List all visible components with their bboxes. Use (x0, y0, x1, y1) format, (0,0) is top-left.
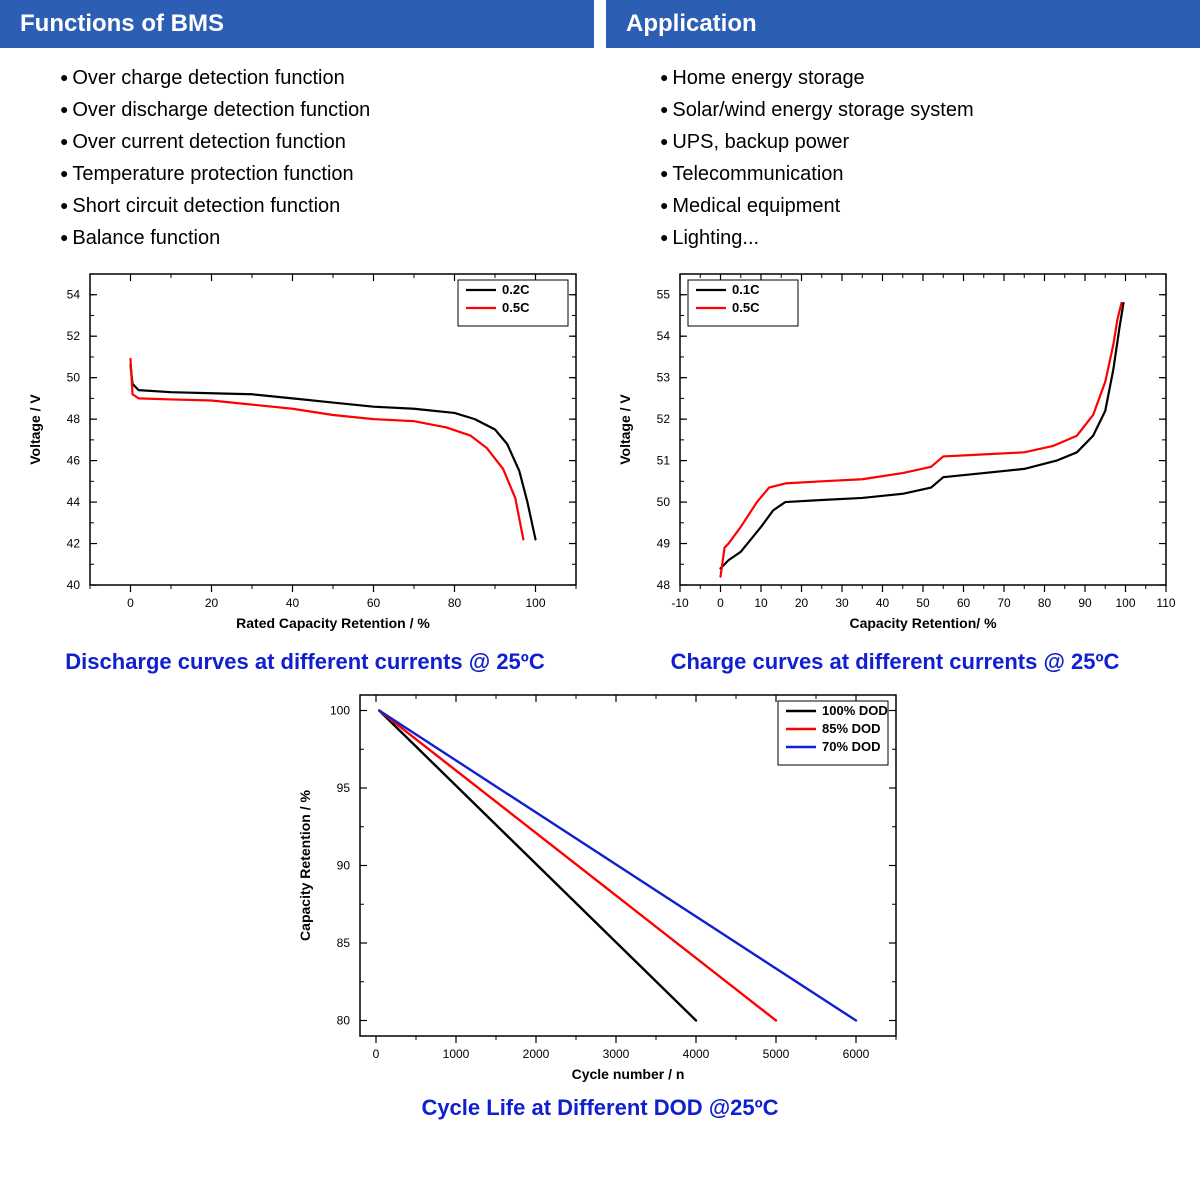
svg-text:100% DOD: 100% DOD (822, 703, 888, 718)
list-item: Temperature protection function (60, 158, 560, 190)
svg-text:54: 54 (67, 288, 81, 302)
svg-text:95: 95 (337, 781, 351, 795)
header-application: Application (606, 0, 1200, 48)
functions-list: Over charge detection function Over disc… (0, 48, 600, 260)
svg-text:2000: 2000 (523, 1047, 550, 1061)
cycle-caption: Cycle Life at Different DOD @25ºC (421, 1095, 778, 1121)
svg-text:Capacity Retention/ %: Capacity Retention/ % (849, 615, 997, 631)
svg-text:Capacity Retention / %: Capacity Retention / % (297, 789, 313, 940)
list-item: Medical equipment (660, 190, 1160, 222)
list-item: Over discharge detection function (60, 94, 560, 126)
svg-text:50: 50 (657, 495, 671, 509)
svg-text:0.5C: 0.5C (502, 300, 530, 315)
svg-text:40: 40 (876, 596, 890, 610)
svg-text:90: 90 (337, 859, 351, 873)
svg-text:80: 80 (337, 1014, 351, 1028)
svg-text:40: 40 (67, 578, 81, 592)
list-item: Short circuit detection function (60, 190, 560, 222)
discharge-chart: 0 20 40 60 80 100 40 42 44 46 48 50 52 54 Rated Capaci… (20, 260, 590, 675)
svg-text:50: 50 (67, 371, 81, 385)
svg-text:44: 44 (67, 495, 81, 509)
svg-text:3000: 3000 (603, 1047, 630, 1061)
svg-text:0: 0 (373, 1047, 380, 1061)
svg-text:Rated Capacity Retention / %: Rated Capacity Retention / % (236, 615, 430, 631)
svg-text:30: 30 (835, 596, 849, 610)
svg-text:Cycle number / n: Cycle number / n (572, 1066, 685, 1082)
svg-text:0.5C: 0.5C (732, 300, 760, 315)
charge-chart: -10 0 10 20 30 40 50 60 70 80 90 100 110 48 49 50 51 52 53… (610, 260, 1180, 675)
svg-text:51: 51 (657, 454, 671, 468)
svg-text:0: 0 (127, 596, 134, 610)
svg-text:Voltage / V: Voltage / V (27, 394, 43, 465)
svg-text:60: 60 (957, 596, 971, 610)
list-item: Over current detection function (60, 126, 560, 158)
list-item: Home energy storage (660, 62, 1160, 94)
svg-text:80: 80 (448, 596, 462, 610)
svg-text:110: 110 (1156, 596, 1175, 610)
svg-text:100: 100 (525, 596, 545, 610)
svg-text:85% DOD: 85% DOD (822, 721, 881, 736)
svg-text:40: 40 (286, 596, 300, 610)
list-item: UPS, backup power (660, 126, 1160, 158)
list-item: Lighting... (660, 222, 1160, 254)
svg-text:0.1C: 0.1C (732, 282, 760, 297)
svg-text:20: 20 (795, 596, 809, 610)
list-item: Balance function (60, 222, 560, 254)
svg-text:52: 52 (67, 329, 81, 343)
svg-text:55: 55 (657, 288, 671, 302)
svg-text:52: 52 (657, 412, 671, 426)
discharge-caption: Discharge curves at different currents @… (20, 649, 590, 675)
header-functions: Functions of BMS (0, 0, 594, 48)
application-list: Home energy storage Solar/wind energy st… (600, 48, 1200, 260)
svg-text:100: 100 (330, 704, 350, 718)
svg-text:46: 46 (67, 454, 81, 468)
svg-text:0: 0 (717, 596, 724, 610)
cycle-chart: 0 1000 2000 3000 4000 5000 6000 80 85 90 95 100 Cycl… (0, 681, 1200, 1121)
svg-text:54: 54 (657, 329, 671, 343)
svg-text:4000: 4000 (683, 1047, 710, 1061)
svg-text:70: 70 (997, 596, 1011, 610)
list-item: Over charge detection function (60, 62, 560, 94)
svg-text:Voltage / V: Voltage / V (617, 394, 633, 465)
header-row: Functions of BMS Application (0, 0, 1200, 48)
lists-row: Over charge detection function Over disc… (0, 48, 1200, 260)
svg-text:6000: 6000 (843, 1047, 870, 1061)
charts-row: 0204060801004042444648505254Rated Capaci… (0, 260, 1200, 675)
svg-text:5000: 5000 (763, 1047, 790, 1061)
svg-text:53: 53 (657, 371, 671, 385)
svg-text:-10: -10 (671, 596, 689, 610)
svg-text:80: 80 (1038, 596, 1052, 610)
svg-text:50: 50 (916, 596, 930, 610)
svg-text:60: 60 (367, 596, 381, 610)
svg-text:85: 85 (337, 936, 351, 950)
svg-text:48: 48 (657, 578, 671, 592)
svg-text:70% DOD: 70% DOD (822, 739, 881, 754)
svg-text:90: 90 (1078, 596, 1092, 610)
list-item: Telecommunication (660, 158, 1160, 190)
charge-caption: Charge curves at different currents @ 25… (610, 649, 1180, 675)
svg-text:20: 20 (205, 596, 219, 610)
list-item: Solar/wind energy storage system (660, 94, 1160, 126)
svg-text:1000: 1000 (443, 1047, 470, 1061)
svg-text:49: 49 (657, 537, 671, 551)
svg-text:10: 10 (754, 596, 768, 610)
svg-text:42: 42 (67, 537, 81, 551)
svg-text:48: 48 (67, 412, 81, 426)
svg-text:100: 100 (1115, 596, 1135, 610)
svg-text:0.2C: 0.2C (502, 282, 530, 297)
